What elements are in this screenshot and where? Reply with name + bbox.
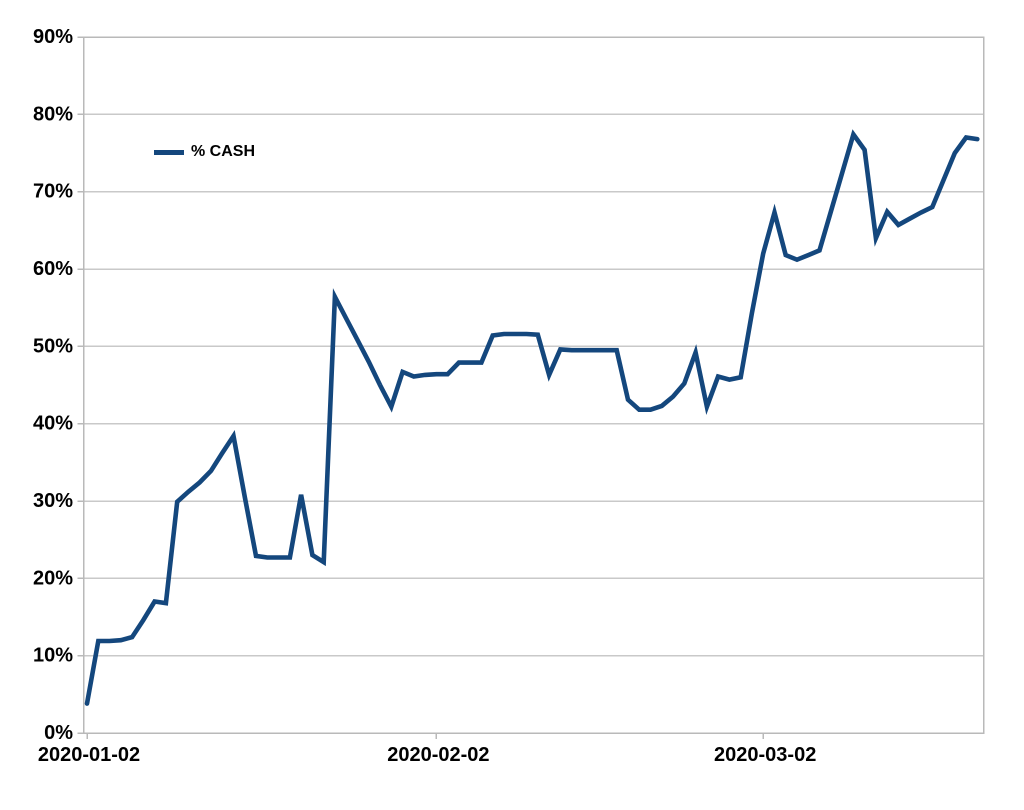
legend-label: % CASH [191, 143, 256, 160]
legend: % CASH [154, 141, 255, 163]
y-axis-label: 70% [33, 181, 73, 203]
plot-border [82, 36, 985, 734]
y-axis-label: 40% [33, 413, 73, 435]
y-axis-label: 20% [33, 567, 73, 589]
y-axis-label: 80% [33, 103, 73, 125]
y-axis-label: 0% [44, 722, 73, 744]
legend-line-icon [154, 149, 184, 155]
y-axis-label: 30% [33, 490, 73, 512]
y-axis-label: 60% [33, 258, 73, 280]
y-axis-label: 90% [33, 26, 73, 48]
y-axis-label: 10% [33, 645, 73, 667]
x-axis-label: 2020-02-02 [387, 744, 489, 766]
x-axis-label: 2020-01-02 [38, 744, 140, 766]
cash-series-line [84, 129, 980, 706]
y-axis-label: 50% [33, 335, 73, 357]
x-axis-label: 2020-03-02 [714, 744, 816, 766]
